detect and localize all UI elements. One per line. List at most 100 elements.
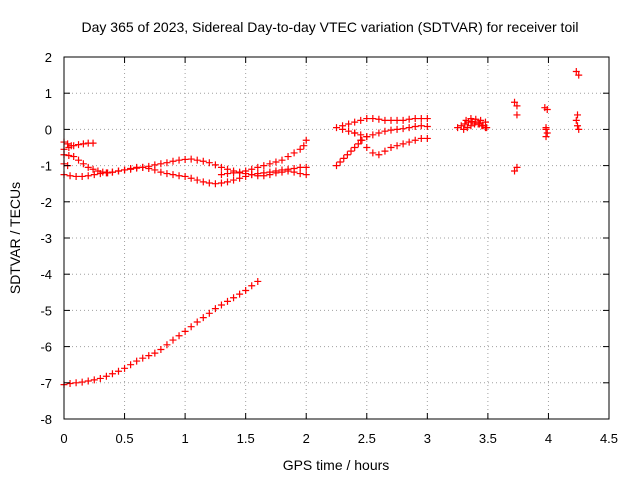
y-tick-label: 1 — [45, 86, 52, 101]
data-point — [102, 169, 110, 177]
data-point — [357, 136, 365, 144]
data-point — [199, 178, 207, 186]
series-arc-i — [541, 104, 551, 141]
series-arc-f — [333, 129, 431, 170]
data-point — [417, 122, 425, 130]
data-point — [236, 169, 244, 177]
data-point — [75, 141, 83, 149]
data-point — [260, 172, 268, 180]
y-axis-label: SDTVAR / TECUs — [7, 182, 23, 294]
data-point — [79, 160, 87, 168]
data-point — [248, 282, 256, 290]
grid — [64, 57, 609, 419]
data-point — [542, 125, 550, 133]
data-point — [67, 142, 75, 150]
data-point — [236, 290, 244, 298]
data-point — [375, 151, 383, 159]
data-point — [266, 171, 274, 179]
data-point — [411, 123, 419, 131]
data-point — [296, 145, 304, 153]
data-point — [290, 168, 298, 176]
data-point — [462, 116, 470, 124]
ticks: 0 0.5 1 1.5 2 2.5 3 3.5 4 4.5 2 1 0 -1 -2 -3 -4 -5 -6 -7 -8 — [40, 50, 618, 446]
data-point — [187, 323, 195, 331]
data-point — [260, 162, 268, 170]
data-point — [460, 125, 468, 133]
y-tick-label: -2 — [40, 195, 52, 210]
data-point — [393, 125, 401, 133]
data-point — [387, 126, 395, 134]
data-point — [163, 341, 171, 349]
data-point — [272, 169, 280, 177]
data-point — [175, 156, 183, 164]
data-point — [199, 314, 207, 322]
data-point — [363, 144, 371, 151]
data-point — [217, 179, 225, 187]
data-point — [115, 367, 122, 375]
data-point — [145, 164, 153, 172]
data-point — [393, 142, 401, 150]
data-point — [417, 115, 425, 123]
data-point — [224, 170, 231, 178]
data-point — [108, 168, 116, 176]
data-point — [254, 172, 262, 180]
data-point — [266, 160, 274, 168]
x-tick-label: 4.5 — [600, 431, 618, 446]
data-point — [175, 172, 183, 180]
data-point — [284, 153, 292, 161]
data-point — [405, 115, 413, 123]
data-point — [296, 163, 304, 171]
data-point — [513, 163, 521, 171]
y-tick-label: -7 — [40, 376, 52, 391]
data-point — [108, 370, 116, 378]
data-point — [205, 159, 213, 167]
data-point — [351, 129, 359, 137]
data-point — [121, 364, 129, 372]
data-point — [205, 309, 213, 317]
data-point — [169, 336, 177, 344]
data-point — [66, 380, 74, 388]
data-point — [217, 301, 225, 309]
data-point — [72, 379, 80, 387]
data-point — [242, 286, 250, 294]
data-point — [345, 127, 353, 135]
data-point — [423, 123, 431, 131]
data-point — [133, 357, 141, 365]
data-point — [290, 149, 298, 157]
data-point — [572, 116, 580, 124]
data-point — [381, 147, 389, 155]
data-point — [405, 138, 413, 146]
y-tick-label: -1 — [40, 159, 52, 174]
data-point — [387, 116, 395, 124]
x-tick-label: 4 — [545, 431, 552, 446]
y-tick-label: 2 — [45, 50, 52, 65]
data-point — [278, 168, 286, 176]
data-point — [181, 327, 189, 335]
data-point — [65, 151, 73, 159]
data-point — [357, 116, 365, 124]
data-point — [472, 115, 480, 123]
data-point — [90, 376, 98, 384]
data-point — [543, 129, 551, 137]
data-point — [193, 156, 201, 164]
data-point — [89, 165, 97, 173]
data-point — [84, 172, 92, 180]
data-point — [157, 345, 165, 353]
data-point — [333, 162, 340, 170]
data-point — [78, 378, 86, 386]
data-point — [230, 169, 238, 177]
data-point — [363, 133, 371, 141]
data-point — [145, 352, 153, 360]
data-point — [463, 124, 471, 132]
data-point — [90, 171, 98, 179]
data-point — [163, 159, 171, 167]
data-point — [423, 115, 431, 123]
data-point — [96, 170, 104, 178]
data-point — [230, 294, 238, 302]
data-point — [187, 174, 195, 182]
data-point — [169, 171, 177, 179]
data-point — [302, 163, 310, 171]
data-point — [169, 157, 177, 165]
data-point — [399, 140, 407, 148]
data-point — [423, 134, 431, 142]
